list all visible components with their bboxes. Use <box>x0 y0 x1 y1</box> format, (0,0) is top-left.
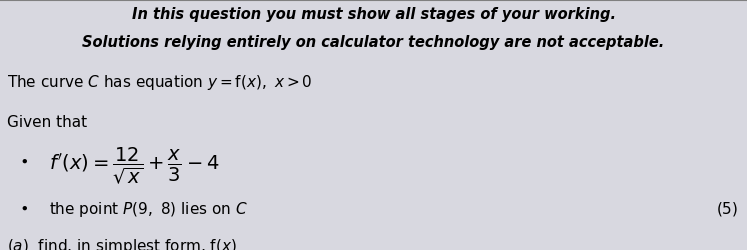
Text: $\bullet$: $\bullet$ <box>19 152 28 168</box>
Text: the point $P(9,\ 8)$ lies on $C$: the point $P(9,\ 8)$ lies on $C$ <box>49 200 247 219</box>
Text: $(5)$: $(5)$ <box>716 200 738 218</box>
Text: Given that: Given that <box>7 115 87 130</box>
Text: $f'(x) = \dfrac{12}{\sqrt{x}} + \dfrac{x}{3} - 4$: $f'(x) = \dfrac{12}{\sqrt{x}} + \dfrac{x… <box>49 145 219 186</box>
Text: $(a)$  find, in simplest form, $\mathrm{f}(x)$: $(a)$ find, in simplest form, $\mathrm{f… <box>7 238 238 250</box>
Text: $\bullet$: $\bullet$ <box>19 200 28 215</box>
Text: Solutions relying entirely on calculator technology are not acceptable.: Solutions relying entirely on calculator… <box>82 35 665 50</box>
Text: In this question you must show all stages of your working.: In this question you must show all stage… <box>131 8 616 22</box>
Text: The curve $C$ has equation $y = \mathrm{f}(x),\ x > 0$: The curve $C$ has equation $y = \mathrm{… <box>7 72 313 92</box>
